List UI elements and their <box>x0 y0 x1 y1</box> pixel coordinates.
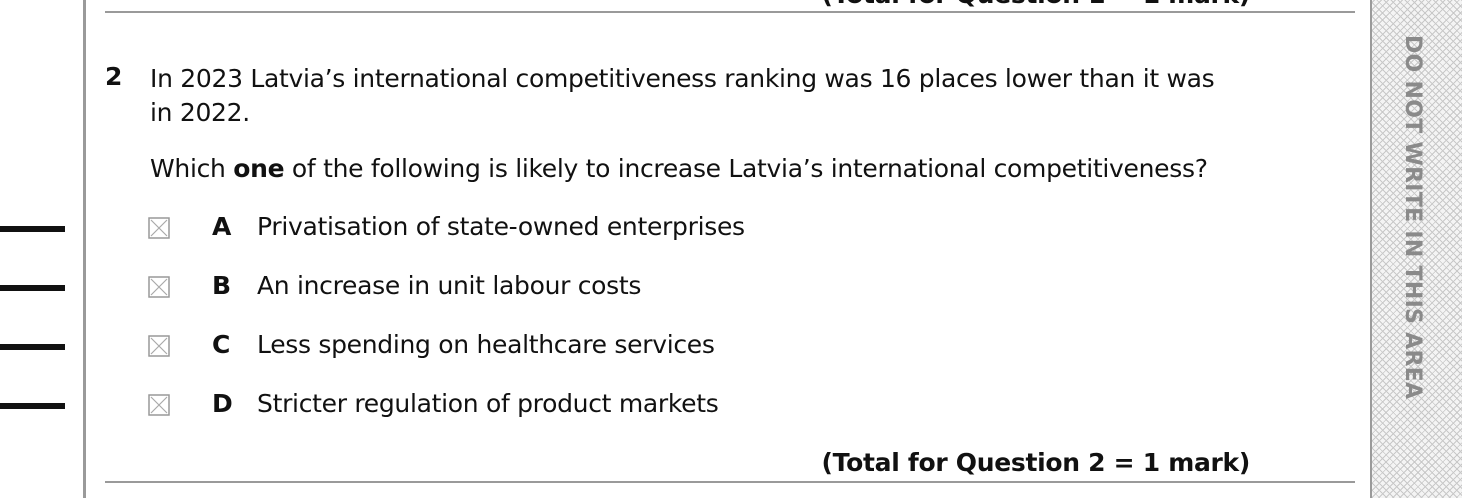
checkbox[interactable] <box>148 276 170 298</box>
checkbox[interactable] <box>148 394 170 416</box>
question-prompt: Which one of the following is likely to … <box>150 154 1208 183</box>
option-letter: B <box>212 271 231 300</box>
tick-mark <box>0 403 65 409</box>
prompt-text: Which <box>150 154 234 183</box>
margin-line <box>83 0 86 498</box>
option-text: Privatisation of state-owned enterprises <box>257 212 745 241</box>
option-text: Stricter regulation of product markets <box>257 389 719 418</box>
no-write-strip <box>1370 0 1462 498</box>
divider <box>105 11 1355 13</box>
tick-mark <box>0 285 65 291</box>
question-number: 2 <box>105 62 123 91</box>
checkbox[interactable] <box>148 217 170 239</box>
option-letter: D <box>212 389 233 418</box>
margin-text: DO NOT WRITE IN THIS AREA <box>1400 35 1425 400</box>
tick-mark <box>0 344 65 350</box>
question-stem: In 2023 Latvia’s international competiti… <box>150 64 1215 127</box>
option-text: An increase in unit labour costs <box>257 271 642 300</box>
option-text: Less spending on healthcare services <box>257 330 715 359</box>
prompt-emphasis: one <box>233 154 285 183</box>
option-letter: A <box>212 212 232 241</box>
checkbox[interactable] <box>148 335 170 357</box>
question-total: (Total for Question 2 = 1 mark) <box>821 448 1251 477</box>
option-letter: C <box>212 330 231 359</box>
divider <box>105 481 1355 483</box>
tick-mark <box>0 226 65 232</box>
prompt-text: of the following is likely to increase L… <box>284 154 1208 183</box>
previous-total: (Total for Question 1 = 1 mark) <box>822 0 1251 9</box>
